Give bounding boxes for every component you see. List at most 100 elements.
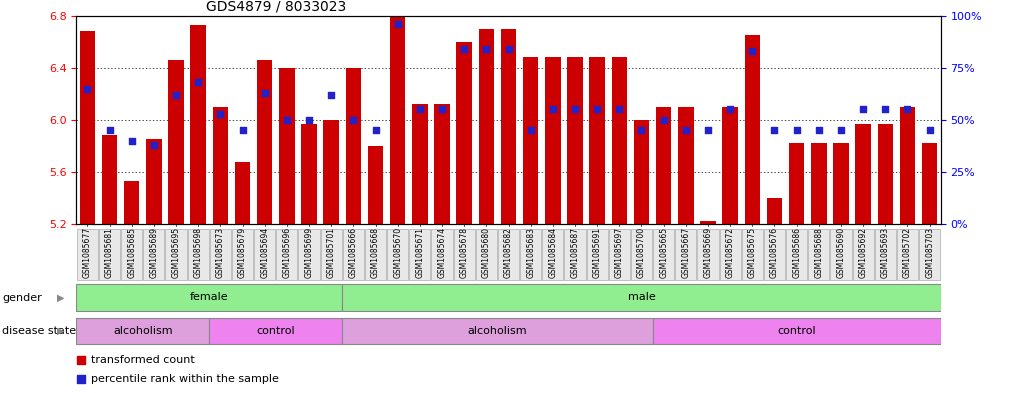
FancyBboxPatch shape	[121, 229, 142, 280]
FancyBboxPatch shape	[76, 318, 210, 344]
Text: GSM1085702: GSM1085702	[903, 227, 912, 278]
Point	[412, 107, 428, 113]
Text: GSM1085670: GSM1085670	[394, 227, 402, 278]
Bar	[611, 57, 627, 224]
FancyBboxPatch shape	[609, 229, 630, 280]
Bar	[767, 198, 782, 224]
FancyBboxPatch shape	[210, 318, 343, 344]
Bar	[900, 107, 915, 224]
FancyBboxPatch shape	[653, 229, 674, 280]
Bar	[921, 143, 938, 224]
Bar	[855, 124, 871, 224]
Point	[611, 107, 627, 113]
Point	[523, 127, 539, 133]
FancyBboxPatch shape	[409, 229, 430, 280]
Point	[279, 117, 295, 123]
Bar	[235, 162, 250, 224]
Point	[123, 138, 139, 144]
Bar	[102, 136, 117, 224]
Text: GSM1085686: GSM1085686	[792, 227, 801, 278]
Bar	[368, 146, 383, 224]
Point	[367, 127, 383, 133]
Point	[744, 48, 761, 54]
Point	[190, 79, 206, 86]
Bar	[346, 68, 361, 224]
Bar	[323, 120, 339, 224]
Text: GSM1085699: GSM1085699	[304, 227, 313, 278]
Text: GSM1085684: GSM1085684	[548, 227, 557, 278]
FancyBboxPatch shape	[897, 229, 918, 280]
Bar	[789, 143, 804, 224]
FancyBboxPatch shape	[277, 229, 298, 280]
Text: GSM1085676: GSM1085676	[770, 227, 779, 278]
Point	[79, 86, 96, 92]
Text: GSM1085697: GSM1085697	[615, 227, 623, 278]
Point	[811, 127, 827, 133]
Bar	[590, 57, 605, 224]
FancyBboxPatch shape	[76, 229, 98, 280]
Point	[323, 92, 340, 98]
Point	[677, 127, 694, 133]
Bar	[479, 29, 494, 224]
FancyBboxPatch shape	[343, 229, 364, 280]
Text: GSM1085701: GSM1085701	[326, 227, 336, 278]
Point	[855, 107, 872, 113]
Bar	[500, 29, 517, 224]
Text: GSM1085678: GSM1085678	[460, 227, 469, 278]
Point	[566, 107, 583, 113]
Text: GSM1085698: GSM1085698	[193, 227, 202, 278]
Point	[145, 142, 162, 148]
Text: GSM1085689: GSM1085689	[149, 227, 159, 278]
Text: GSM1085703: GSM1085703	[925, 227, 935, 278]
Point	[213, 110, 229, 117]
Bar	[656, 107, 671, 224]
Text: GSM1085665: GSM1085665	[659, 227, 668, 278]
Bar	[457, 42, 472, 224]
FancyBboxPatch shape	[809, 229, 830, 280]
Point	[788, 127, 804, 133]
Bar	[634, 120, 649, 224]
FancyBboxPatch shape	[564, 229, 586, 280]
Text: GSM1085687: GSM1085687	[571, 227, 580, 278]
FancyBboxPatch shape	[476, 229, 497, 280]
Text: GSM1085688: GSM1085688	[815, 227, 824, 278]
FancyBboxPatch shape	[875, 229, 896, 280]
Point	[102, 127, 118, 133]
Point	[767, 127, 783, 133]
Bar	[744, 35, 760, 224]
Text: GSM1085696: GSM1085696	[283, 227, 291, 278]
Bar	[257, 60, 273, 224]
Bar	[701, 221, 716, 224]
Text: GSM1085691: GSM1085691	[593, 227, 602, 278]
Text: alcoholism: alcoholism	[468, 325, 527, 336]
Text: gender: gender	[2, 293, 42, 303]
FancyBboxPatch shape	[210, 229, 231, 280]
FancyBboxPatch shape	[343, 318, 653, 344]
Text: control: control	[256, 325, 295, 336]
FancyBboxPatch shape	[343, 285, 941, 311]
Point	[168, 92, 184, 98]
Bar	[301, 124, 316, 224]
FancyBboxPatch shape	[320, 229, 342, 280]
Point	[72, 376, 88, 382]
Bar	[833, 143, 849, 224]
FancyBboxPatch shape	[852, 229, 874, 280]
Bar	[523, 57, 538, 224]
FancyBboxPatch shape	[76, 285, 343, 311]
Text: GSM1085700: GSM1085700	[637, 227, 646, 278]
FancyBboxPatch shape	[631, 229, 652, 280]
Bar	[279, 68, 295, 224]
FancyBboxPatch shape	[587, 229, 608, 280]
Text: GSM1085673: GSM1085673	[216, 227, 225, 278]
FancyBboxPatch shape	[166, 229, 187, 280]
FancyBboxPatch shape	[698, 229, 719, 280]
Text: ▶: ▶	[57, 326, 65, 336]
Text: GSM1085672: GSM1085672	[726, 227, 734, 278]
FancyBboxPatch shape	[254, 229, 276, 280]
Text: ▶: ▶	[57, 293, 65, 303]
Text: GSM1085667: GSM1085667	[681, 227, 691, 278]
Text: female: female	[190, 292, 229, 302]
FancyBboxPatch shape	[187, 229, 208, 280]
FancyBboxPatch shape	[298, 229, 319, 280]
Point	[390, 21, 406, 27]
